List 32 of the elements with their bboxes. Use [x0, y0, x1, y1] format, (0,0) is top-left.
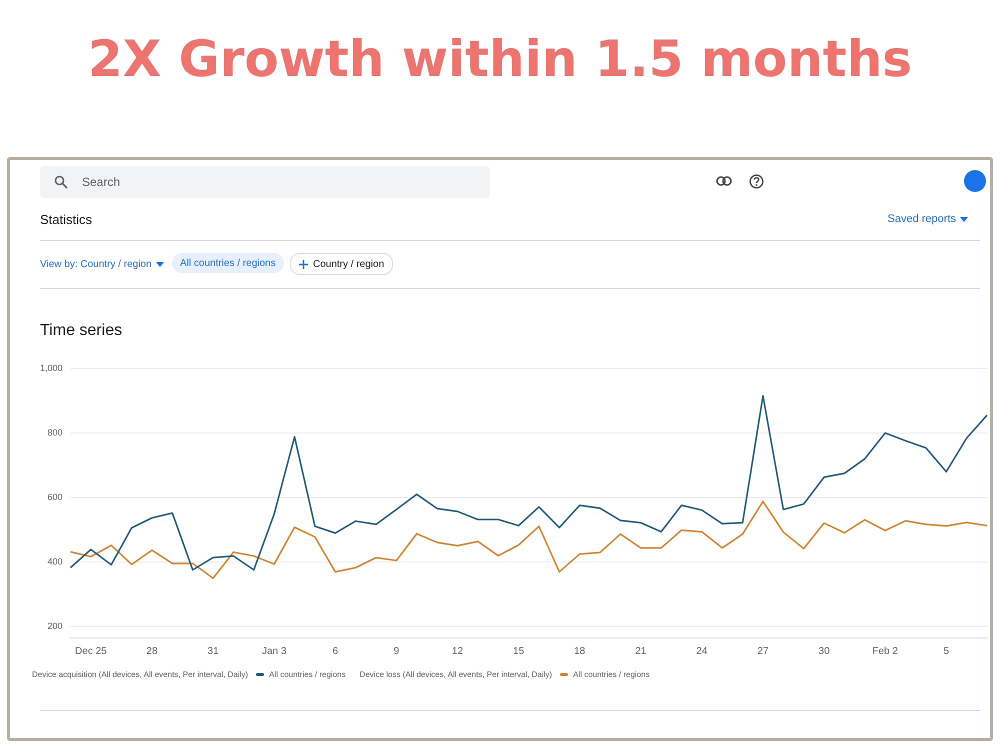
x-tick-label: 12	[452, 646, 464, 657]
text: All countries / regions	[180, 258, 276, 268]
legend-label: All countries / regions	[269, 670, 346, 679]
text: Device loss (All devices, All events, Per interval, Daily)	[360, 670, 552, 679]
x-tick-label: 21	[635, 646, 647, 657]
text: Saved reports	[888, 213, 956, 225]
chart-title: 2X Growth within 1.5 months	[86, 30, 914, 88]
y-tick-label: 200	[47, 621, 63, 632]
chart-subtitle: Time series	[40, 322, 122, 340]
x-tick-label: 5	[943, 646, 950, 657]
text: Device acquisition (All devices, All events, Per interval, Daily)	[32, 670, 248, 679]
x-tick-label: 9	[394, 646, 400, 657]
x-tick-label: Dec 25	[75, 646, 108, 657]
x-tick-label: Feb 2	[872, 646, 898, 657]
x-tick-label: 15	[513, 646, 525, 657]
text: Statistics	[40, 212, 92, 227]
x-tick-label: 6	[332, 646, 338, 657]
y-tick-label: 800	[47, 427, 63, 438]
x-tick-label: 30	[818, 646, 830, 657]
x-tick-label: Jan 3	[262, 646, 287, 657]
x-tick-label: 31	[208, 646, 220, 657]
y-tick-label: 400	[47, 556, 63, 567]
x-tick-label: 24	[696, 646, 708, 657]
text: Search	[82, 175, 120, 189]
x-tick-label: 28	[146, 646, 158, 657]
text: Country / region	[313, 258, 384, 270]
y-tick-label: 600	[47, 492, 63, 502]
x-tick-label: 18	[574, 646, 586, 657]
y-tick-label: 1,000	[40, 362, 63, 373]
legend-label: All countries / regions	[573, 670, 650, 679]
x-tick-label: 27	[757, 646, 769, 657]
text: View by: Country / region	[40, 259, 152, 270]
